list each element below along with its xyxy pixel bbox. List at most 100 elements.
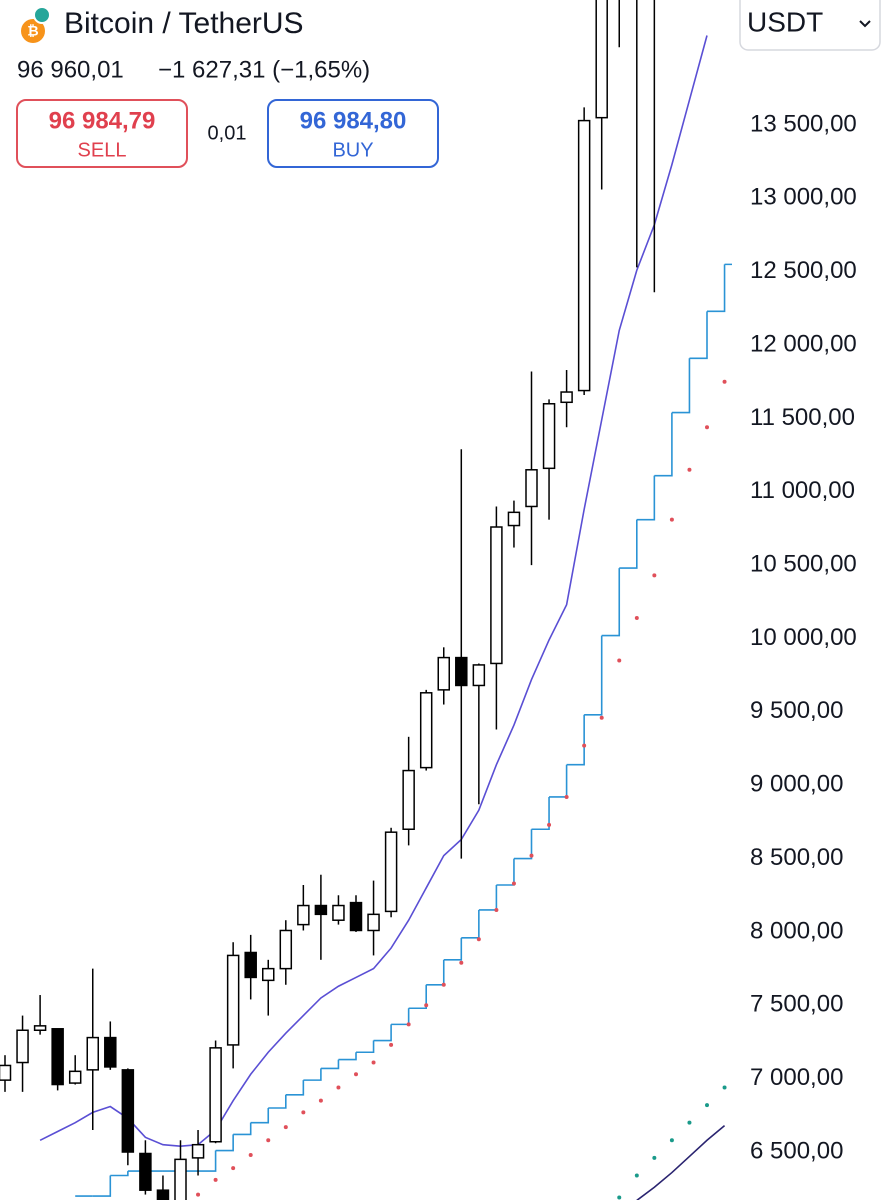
indicator-dot — [634, 1173, 639, 1178]
indicator-dot — [511, 881, 516, 886]
indicator-dot — [196, 1192, 201, 1197]
step-segment — [496, 858, 515, 886]
indicator-dot — [389, 1042, 394, 1047]
step-segment — [110, 1171, 129, 1177]
candle-body — [191, 1143, 205, 1159]
step-segment — [408, 984, 427, 1010]
indicator-dot — [652, 1155, 657, 1160]
candle-body — [68, 1070, 82, 1084]
candle-body — [472, 664, 486, 687]
y-tick-label: 7 500,00 — [750, 991, 843, 1018]
step-segment — [689, 311, 708, 360]
indicator-dot — [231, 1166, 236, 1171]
y-tick-label: 10 500,00 — [750, 550, 857, 577]
step-segment — [320, 1059, 340, 1070]
step-segment — [215, 1134, 234, 1152]
step-segment — [250, 1108, 270, 1124]
candle-body — [33, 1025, 47, 1031]
step-segment — [549, 764, 568, 798]
symbol-title: Bitcoin / TetherUS — [64, 7, 304, 40]
sell-button[interactable] — [16, 99, 188, 168]
step-segment — [443, 937, 463, 961]
y-tick-label: 8 000,00 — [750, 917, 843, 944]
sell-price: 96 984,79 — [49, 107, 156, 134]
buy-button[interactable] — [267, 99, 439, 168]
candle-body — [297, 904, 310, 926]
candle-body — [86, 1036, 99, 1071]
indicator-dot — [705, 425, 709, 430]
candle-body — [507, 511, 521, 527]
candle-body — [595, 0, 608, 119]
step-segment — [707, 264, 726, 313]
step-segment — [198, 1150, 217, 1172]
candle-body — [314, 904, 328, 916]
indicator-dot — [476, 937, 481, 942]
indicator-dot — [441, 982, 446, 987]
candle-body — [577, 119, 591, 392]
candle-body — [0, 1064, 12, 1081]
step-segment — [285, 1080, 305, 1096]
indicator-dot — [354, 1072, 358, 1077]
candle-body — [402, 769, 415, 830]
indicator-dot — [459, 960, 464, 965]
coin-symbol: ₿ — [27, 23, 38, 39]
y-tick-label: 9 000,00 — [750, 771, 843, 798]
coin-icon — [21, 19, 45, 43]
indicator-dot — [406, 1022, 411, 1027]
indicator-dot — [336, 1085, 341, 1090]
step-segment — [268, 1094, 287, 1109]
step-segment — [373, 1024, 392, 1042]
indicator-dot — [424, 1003, 429, 1008]
quote-icon — [33, 6, 51, 24]
indicator-dot — [547, 822, 552, 827]
candle-body — [174, 1158, 187, 1200]
indicator-dot — [529, 853, 534, 858]
indicator-dot — [634, 615, 639, 620]
candle-body — [139, 1152, 152, 1191]
candle-body — [332, 904, 345, 921]
indicator-dot — [266, 1138, 271, 1143]
indicator-dot — [705, 1103, 709, 1108]
step-segment — [356, 1040, 375, 1054]
candle-body — [104, 1036, 117, 1068]
indicator-dot — [669, 1138, 674, 1143]
y-tick-label: 11 000,00 — [750, 477, 855, 504]
indicator-dot — [564, 794, 569, 799]
step-segment — [619, 519, 638, 569]
step-segment — [303, 1068, 322, 1081]
candle-body — [560, 391, 573, 404]
indicator-dot — [722, 1085, 727, 1090]
indicator-dot — [652, 573, 657, 578]
currency-label: USDT — [747, 6, 823, 37]
currency-dropdown[interactable] — [739, 0, 881, 51]
indicator-dot — [617, 1195, 622, 1200]
price-change: −1 627,31 (−1,65%) — [158, 56, 370, 83]
y-tick-label: 12 500,00 — [750, 257, 857, 284]
y-tick-label: 8 500,00 — [750, 844, 843, 871]
indicator-dot — [599, 715, 604, 720]
candle-body — [437, 656, 450, 691]
step-segment — [531, 796, 550, 831]
plot-area — [0, 0, 732, 1200]
y-tick-label: 13 500,00 — [750, 110, 857, 137]
price-axis: 13 500,00 13 000,00 12 500,00 12 000,00 11 5… — [750, 110, 857, 1164]
candle-body — [384, 831, 398, 913]
indicator-dot — [617, 658, 622, 663]
candle-body — [262, 967, 275, 982]
indicator-dot — [371, 1060, 376, 1065]
indicator-dot — [687, 1120, 692, 1125]
y-tick-label: 12 000,00 — [750, 330, 857, 357]
y-tick-label: 6 500,00 — [750, 1137, 843, 1164]
candle-body — [525, 469, 538, 508]
step-segment — [478, 884, 498, 911]
step-segment — [566, 714, 585, 766]
header: ₿ Bitcoin / TetherUS 96 960,01 −1 627,31… — [16, 0, 881, 168]
dropdown-chevron — [859, 20, 871, 28]
step-segment — [426, 959, 445, 986]
candle-body — [279, 929, 293, 970]
sell-label: SELL — [78, 139, 127, 161]
candle-body — [121, 1069, 135, 1153]
indicator-dot — [248, 1152, 253, 1157]
